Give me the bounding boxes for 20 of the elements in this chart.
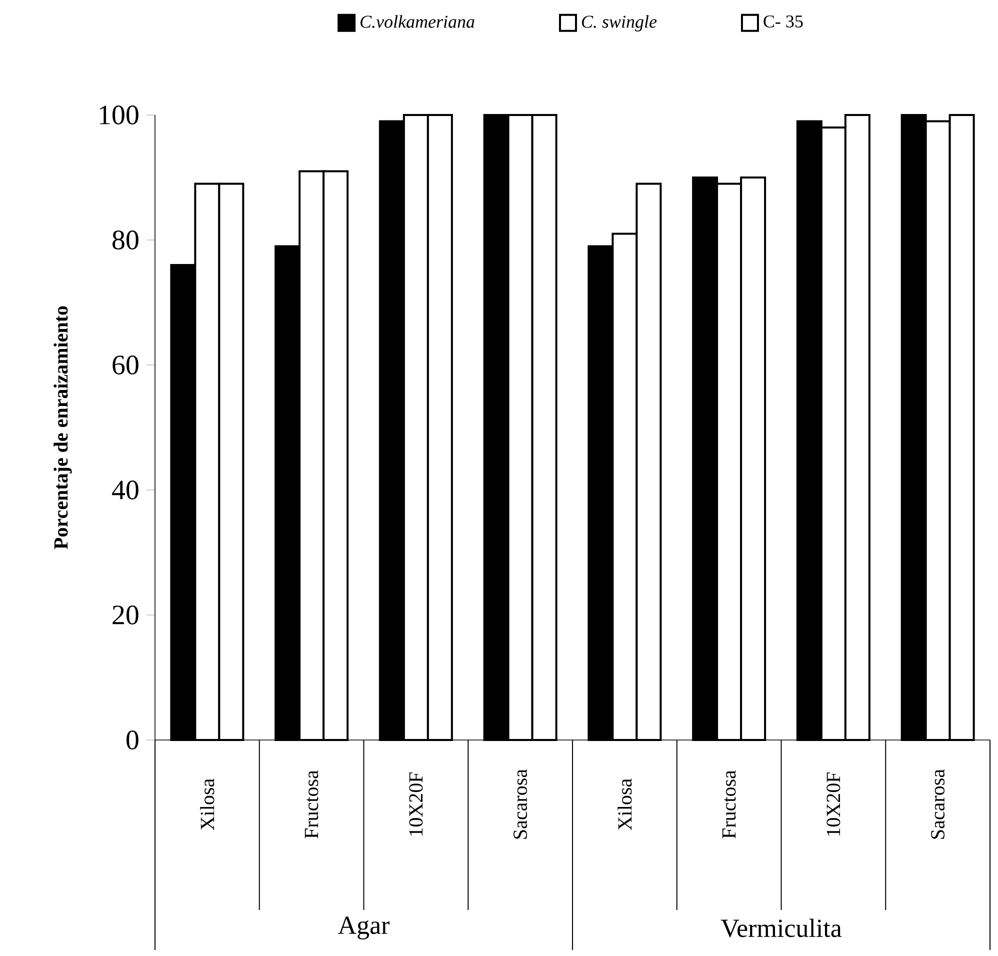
text: Vermiculita: [720, 918, 842, 938]
y-tick-label: 100: [100, 106, 138, 124]
y-tick-label: 40: [112, 480, 138, 500]
y-tick-label: 0: [126, 730, 138, 750]
legend-label: C- 35: [764, 15, 803, 28]
legend-label: C.volkameriana: [360, 15, 474, 28]
y-tick-label: 80: [112, 230, 138, 250]
y-tick-label: 60: [112, 356, 138, 374]
legend-label: C. swingle: [582, 15, 657, 32]
x-tick-label: Xilosa: [618, 778, 632, 830]
x-tick-label: Sacarosa: [931, 769, 945, 839]
y-tick-label: 20: [112, 606, 138, 624]
text: Agar: [338, 916, 390, 940]
x-tick-label: 10X20F: [409, 772, 423, 836]
x-tick-label: Sacarosa: [514, 769, 528, 839]
x-tick-label: 10X20F: [826, 772, 840, 836]
x-tick-label: Fructosa: [304, 770, 318, 838]
y-axis-title: Porcentaje de enraizamiento: [54, 306, 72, 550]
x-tick-label: Fructosa: [722, 770, 736, 838]
x-tick-label: Xilosa: [200, 778, 214, 830]
